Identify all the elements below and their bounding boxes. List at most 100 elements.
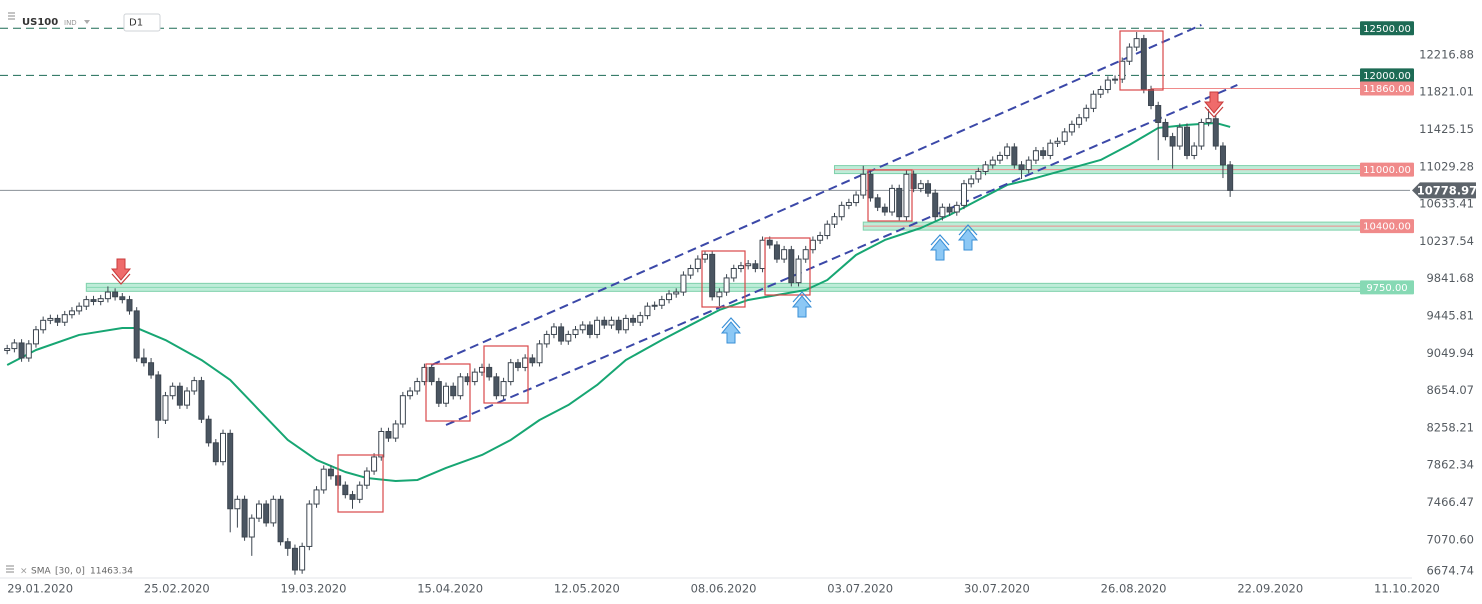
highlight-box — [337, 454, 384, 513]
sma-line — [6, 121, 1231, 482]
candle-body — [702, 253, 708, 260]
candle-body — [630, 317, 637, 323]
candle-body — [601, 319, 608, 326]
candle-body — [241, 498, 248, 538]
candle-body — [514, 362, 521, 368]
level-label: 12500.00 — [1363, 24, 1411, 35]
candle-body — [723, 277, 730, 293]
candle-body — [1083, 107, 1090, 119]
y-tick-label: 11425.15 — [1419, 122, 1474, 136]
candle-body — [493, 376, 500, 397]
candle-body — [802, 249, 809, 260]
x-tick-label: 22.09.2020 — [1237, 582, 1303, 596]
candle-body — [558, 326, 565, 342]
candle-body — [126, 299, 133, 312]
candle-body — [443, 385, 450, 404]
candle-body — [615, 319, 622, 331]
candle-body — [133, 310, 140, 359]
candle-body — [291, 547, 298, 571]
candle-body — [220, 432, 227, 463]
legend-close[interactable]: × — [20, 567, 28, 577]
candle-body — [32, 329, 39, 345]
candle-body — [1076, 117, 1083, 125]
candle-body — [61, 314, 68, 323]
candle-body — [1068, 123, 1075, 133]
candle-body — [759, 239, 766, 270]
candle-body — [284, 541, 291, 549]
candle-body — [781, 249, 788, 260]
candle-body — [1025, 159, 1032, 171]
candle-body — [176, 385, 183, 406]
candle-body — [550, 326, 557, 335]
candle-body — [378, 430, 385, 458]
candle-body — [766, 239, 773, 246]
candle-body — [1133, 38, 1140, 48]
candle-body — [651, 304, 658, 307]
candle-body — [680, 274, 687, 293]
candle-body — [896, 187, 903, 218]
candle-body — [162, 395, 169, 421]
candle-body — [572, 329, 579, 335]
candle-body — [1112, 78, 1119, 81]
interval-box[interactable] — [123, 13, 161, 32]
candle-body — [960, 183, 967, 206]
candle-body — [1040, 150, 1047, 156]
candle-body — [25, 343, 32, 359]
candle-body — [1183, 126, 1190, 156]
candle-body — [299, 545, 306, 571]
y-tick-label: 8654.07 — [1426, 383, 1474, 397]
candle-body — [795, 258, 802, 284]
candle-body — [435, 381, 442, 404]
candle-body — [234, 498, 241, 510]
x-tick-label: 03.07.2020 — [827, 582, 893, 596]
x-tick-label: 08.06.2020 — [691, 582, 757, 596]
candle-body — [1090, 93, 1097, 109]
candle-body — [169, 385, 176, 397]
candle-body — [1004, 146, 1011, 156]
candle-body — [536, 343, 543, 364]
candle-body — [148, 362, 155, 376]
candle-body — [270, 498, 277, 524]
candle-body — [1219, 145, 1226, 166]
candle-body — [11, 342, 18, 350]
highlight-box — [764, 237, 811, 296]
y-tick-label: 11029.28 — [1419, 159, 1474, 173]
candle-body — [428, 366, 435, 383]
legend-icon — [6, 565, 14, 573]
highlight-box — [483, 345, 529, 404]
candle-body — [745, 263, 752, 267]
candle-body — [342, 484, 349, 496]
y-tick-label: 10237.54 — [1419, 234, 1474, 248]
candle-body — [658, 299, 665, 306]
candle-body — [356, 484, 363, 500]
highlight-box — [425, 363, 471, 422]
candle-body — [212, 442, 219, 463]
interval: D1 — [129, 18, 143, 29]
dropdown-caret[interactable] — [84, 20, 90, 24]
candle-body — [874, 197, 881, 208]
y-tick-label: 9841.68 — [1426, 271, 1474, 285]
last-price-label: 10778.97 — [1417, 183, 1477, 197]
candle-body — [543, 333, 550, 345]
candle-body — [191, 380, 198, 392]
candle-body — [968, 178, 975, 185]
y-tick-label: 8258.21 — [1426, 420, 1474, 434]
level-label-bg — [1360, 219, 1414, 234]
candle-body — [198, 380, 205, 420]
candle-body — [860, 173, 867, 196]
candle-body — [255, 503, 262, 519]
candle-body — [817, 235, 824, 241]
candle-body — [140, 357, 147, 364]
highlight-box — [1119, 30, 1164, 91]
candle-body — [90, 299, 97, 302]
candle-body — [1212, 118, 1219, 147]
candle-body — [155, 374, 162, 421]
annotations — [110, 30, 1225, 513]
candle-body — [4, 348, 11, 351]
candle-body — [946, 206, 953, 213]
instrument-type: IND — [64, 19, 77, 27]
candle-body — [824, 223, 831, 237]
y-tick-label: 7466.47 — [1426, 495, 1474, 509]
down-arrow — [1203, 91, 1225, 118]
